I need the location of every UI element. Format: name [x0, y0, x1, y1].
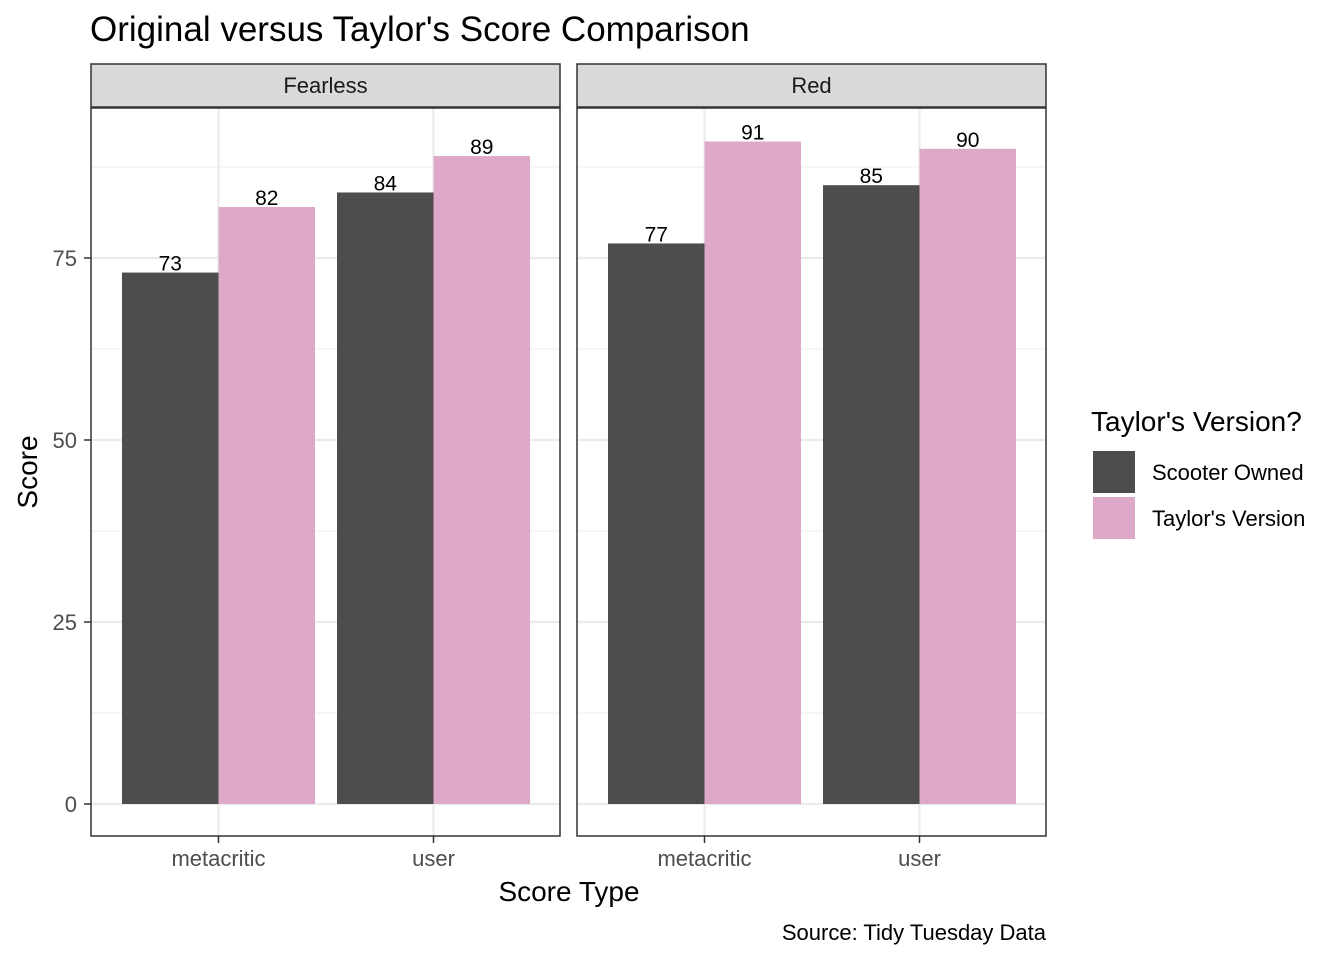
facet-panel-fearless: Fearless 73 82 84 89 metacritic user — [90, 63, 561, 871]
y-tick-label: 75 — [53, 246, 77, 271]
panel-border — [90, 107, 561, 837]
x-tick-label: metacritic — [657, 846, 751, 871]
bar-value-label: 82 — [255, 187, 278, 210]
facet-strip-label: Red — [791, 73, 831, 98]
x-tick-label: user — [898, 846, 941, 871]
y-axis: 0 25 50 75 — [53, 246, 91, 817]
bar-red-user-scooter-owned — [823, 185, 920, 804]
bar-red-metacritic-taylors-version — [704, 141, 801, 804]
legend: Taylor's Version? Scooter Owned Taylor's… — [1091, 406, 1305, 539]
y-tick-label: 50 — [53, 428, 77, 453]
facet-strip — [90, 63, 561, 108]
y-tick-label: 25 — [53, 610, 77, 635]
panel-border — [576, 107, 1047, 837]
legend-key-scooter-owned — [1093, 451, 1135, 493]
bar-value-label: 91 — [741, 122, 764, 145]
bar-fearless-user-taylors-version — [433, 156, 530, 804]
x-tick-label: metacritic — [171, 846, 265, 871]
legend-title: Taylor's Version? — [1091, 406, 1302, 437]
legend-key-taylors-version — [1093, 497, 1135, 539]
bar-value-label: 77 — [645, 223, 668, 246]
y-axis-title: Score — [12, 435, 43, 508]
y-tick-label: 0 — [65, 792, 77, 817]
bar-fearless-user-scooter-owned — [337, 192, 434, 805]
chart-title: Original versus Taylor's Score Compariso… — [90, 10, 750, 49]
facet-strip — [576, 63, 1047, 108]
bar-red-metacritic-scooter-owned — [608, 243, 705, 804]
bar-value-label: 84 — [374, 172, 398, 195]
facet-panels: Fearless 73 82 84 89 metacritic user Red 77 91 85 9… — [53, 63, 1047, 871]
bar-value-label: 85 — [860, 165, 883, 188]
x-tick-label: user — [412, 846, 455, 871]
x-axis-title: Score Type — [498, 876, 639, 907]
bar-value-label: 89 — [470, 136, 493, 159]
legend-label-taylors-version: Taylor's Version — [1152, 506, 1305, 531]
bar-red-user-taylors-version — [919, 148, 1016, 805]
caption: Source: Tidy Tuesday Data — [782, 920, 1047, 945]
bar-value-label: 90 — [956, 129, 979, 152]
facet-panel-red: Red 77 91 85 90 metacritic user — [576, 63, 1047, 871]
facet-strip-label: Fearless — [283, 73, 367, 98]
bar-fearless-metacritic-taylors-version — [218, 207, 315, 805]
bar-fearless-metacritic-scooter-owned — [122, 272, 219, 804]
bar-value-label: 73 — [159, 253, 182, 276]
legend-label-scooter-owned: Scooter Owned — [1152, 460, 1304, 485]
